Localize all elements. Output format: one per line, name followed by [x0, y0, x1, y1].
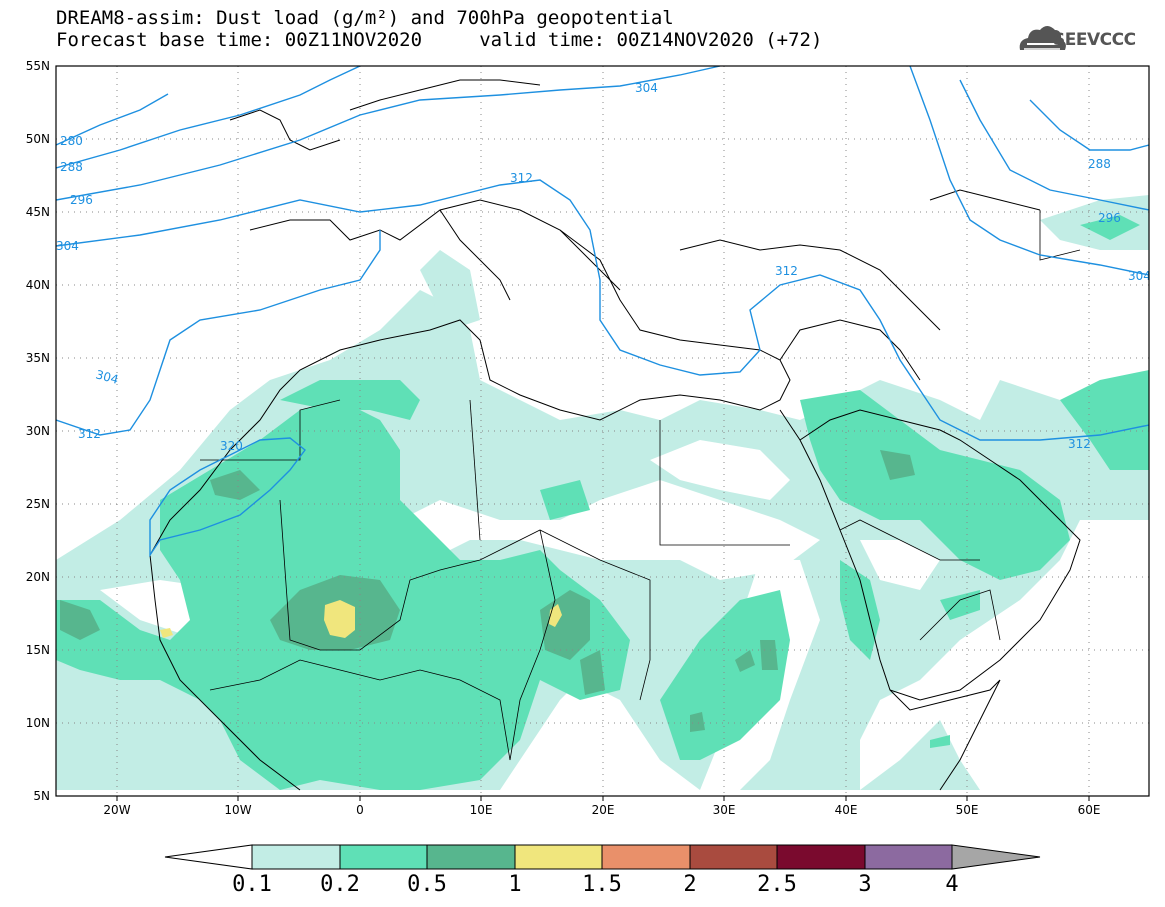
svg-text:5N: 5N [33, 789, 50, 803]
logo-text: SEEVCCC [1053, 30, 1136, 50]
svg-text:30E: 30E [713, 803, 736, 817]
svg-text:40E: 40E [835, 803, 858, 817]
svg-text:45N: 45N [26, 205, 50, 219]
colorbar-swatch [689, 844, 778, 870]
colorbar-label: 3 [858, 872, 872, 897]
svg-text:55N: 55N [26, 59, 50, 73]
svg-text:304: 304 [1128, 269, 1151, 283]
coastlines-and-borders [149, 79, 1081, 791]
svg-text:312: 312 [1068, 437, 1091, 451]
svg-text:20E: 20E [592, 803, 615, 817]
lat-lon-grid [56, 66, 1149, 796]
colorbar-swatch [514, 844, 603, 870]
svg-text:296: 296 [70, 193, 93, 207]
colorbar-label: 2 [683, 872, 697, 897]
colorbar-label: 0.1 [232, 872, 272, 897]
svg-text:312: 312 [510, 171, 533, 185]
y-axis-labels: 55N 50N 45N 40N 35N 30N 25N 20N 15N 10N … [26, 59, 50, 803]
colorbar-label: 0.2 [320, 872, 360, 897]
svg-text:20N: 20N [26, 570, 50, 584]
colorbar-label: 1.5 [582, 872, 622, 897]
cloud-logo-icon [1019, 26, 1066, 50]
svg-text:0: 0 [356, 803, 364, 817]
colorbar-label: 1 [508, 872, 522, 897]
svg-text:280: 280 [60, 134, 83, 148]
svg-text:320: 320 [220, 439, 243, 453]
svg-text:60E: 60E [1078, 803, 1101, 817]
svg-text:10E: 10E [470, 803, 493, 817]
x-axis-labels: 20W 10W 0 10E 20E 30E 40E 50E 60E [103, 803, 1100, 817]
colorbar-swatch [864, 844, 953, 870]
colorbar [164, 844, 1041, 870]
svg-text:10W: 10W [224, 803, 251, 817]
colorbar-swatch [339, 844, 428, 870]
svg-text:10N: 10N [26, 716, 50, 730]
colorbar-swatch [426, 844, 516, 870]
svg-text:312: 312 [78, 427, 101, 441]
svg-text:296: 296 [1098, 211, 1121, 225]
svg-text:20W: 20W [103, 803, 130, 817]
colorbar-low-arrow [164, 844, 253, 870]
svg-text:15N: 15N [26, 643, 50, 657]
svg-text:40N: 40N [26, 278, 50, 292]
svg-text:304: 304 [635, 81, 658, 95]
svg-text:35N: 35N [26, 351, 50, 365]
colorbar-swatch [601, 844, 691, 870]
svg-text:50E: 50E [956, 803, 979, 817]
colorbar-label: 2.5 [757, 872, 797, 897]
colorbar-label: 4 [945, 872, 959, 897]
svg-text:304: 304 [56, 239, 79, 253]
colorbar-high-arrow [951, 844, 1041, 870]
colorbar-label: 0.5 [407, 872, 447, 897]
chart-title: DREAM8-assim: Dust load (g/m²) and 700hP… [56, 7, 674, 29]
svg-text:288: 288 [1088, 157, 1111, 171]
svg-text:50N: 50N [26, 132, 50, 146]
colorbar-swatch [251, 844, 341, 870]
svg-text:30N: 30N [26, 424, 50, 438]
svg-text:288: 288 [60, 160, 83, 174]
svg-text:312: 312 [775, 264, 798, 278]
colorbar-swatch [776, 844, 866, 870]
forecast-time-subtitle: Forecast base time: 00Z11NOV2020 valid t… [56, 29, 823, 51]
svg-text:25N: 25N [26, 497, 50, 511]
svg-text:304: 304 [94, 367, 120, 386]
geopotential-contours [56, 66, 1149, 558]
contour-labels: 280 288 296 304 304 312 320 312 312 304 … [56, 81, 1151, 453]
